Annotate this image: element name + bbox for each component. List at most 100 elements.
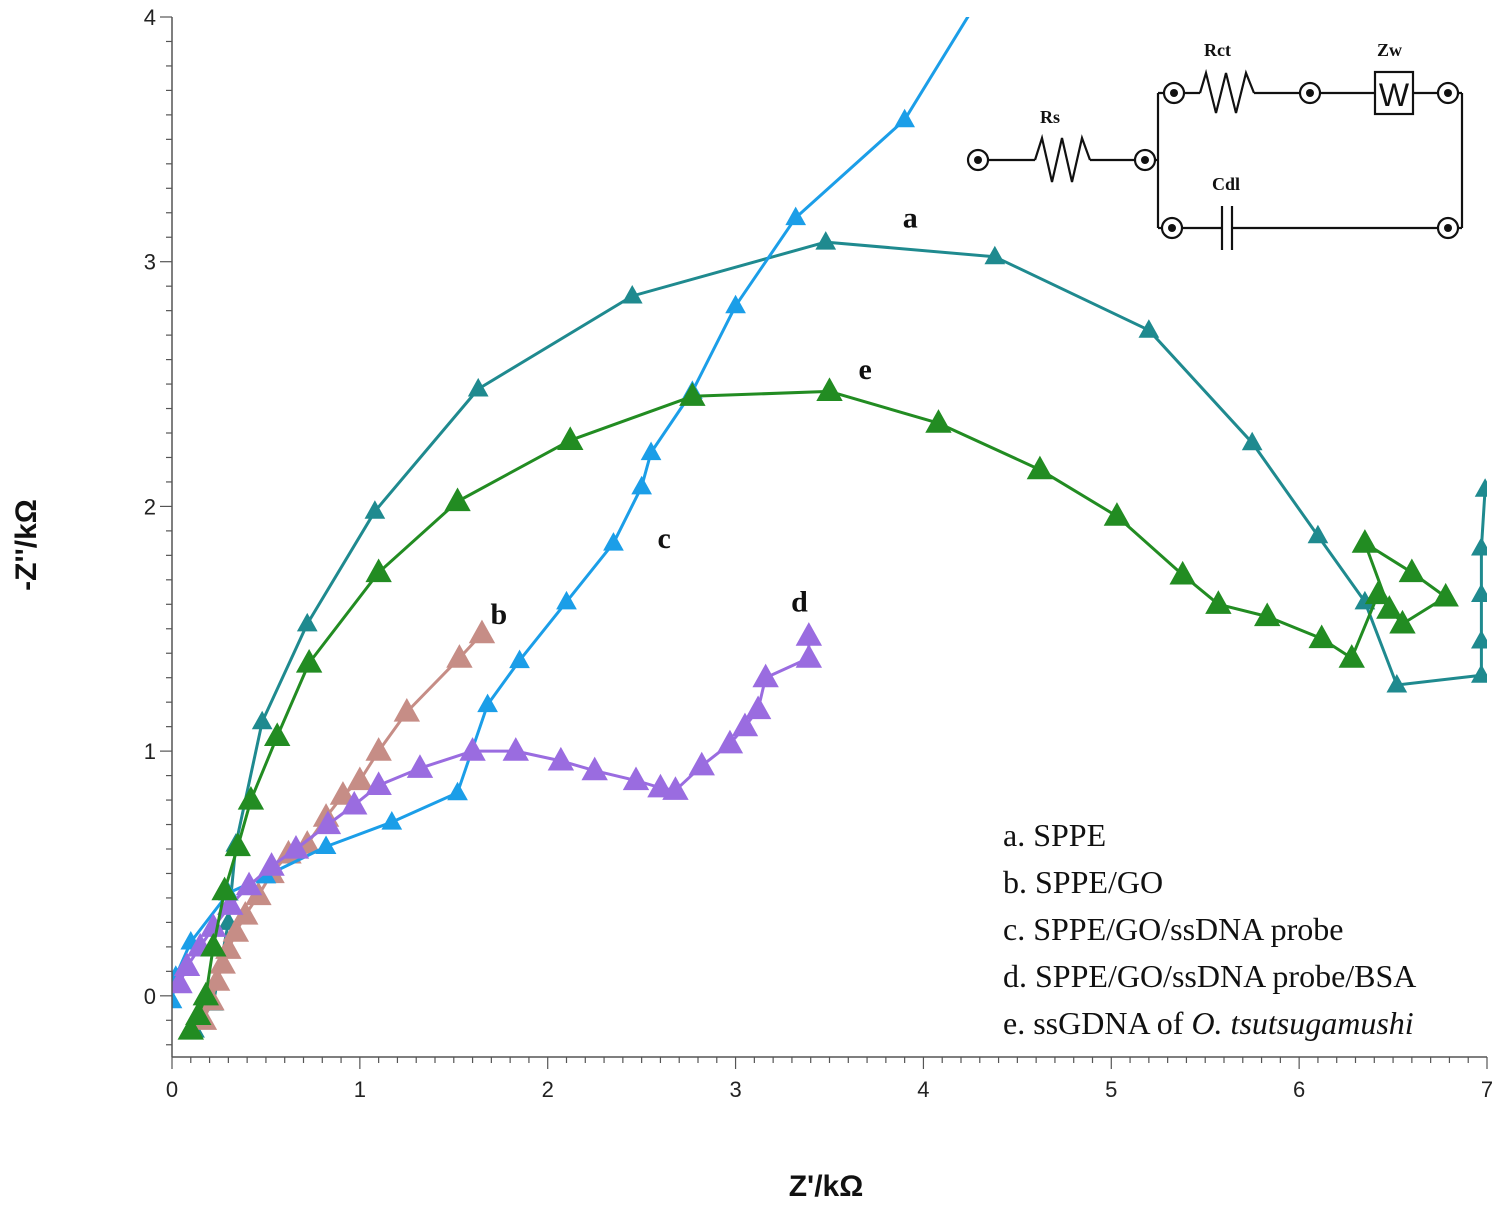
series-d-point <box>172 969 193 994</box>
series-d-point <box>459 737 486 761</box>
series-e-point <box>295 648 323 673</box>
legend-entry: b. SPPE/GO <box>1003 864 1163 900</box>
series-e-point <box>1376 595 1403 619</box>
legend-entry-text: e. ssGDNA of <box>1003 1005 1191 1041</box>
series-e-point <box>263 722 291 747</box>
x-tick-label: 5 <box>1105 1077 1117 1102</box>
chart-legend: a. SPPE b. SPPE/GO c. SPPE/GO/ssDNA probe d… <box>1003 817 1416 1041</box>
series-d-point <box>716 729 744 754</box>
x-tick-label: 0 <box>166 1077 178 1102</box>
x-axis-title: Z'/kΩ <box>789 1170 864 1203</box>
x-tick-label: 7 <box>1481 1077 1493 1102</box>
x-tick-label: 4 <box>917 1077 929 1102</box>
series-e-point <box>444 487 471 512</box>
series-a-point <box>1474 478 1487 497</box>
series-d-point <box>217 891 244 915</box>
series-a-point <box>1386 674 1408 693</box>
series-b-point <box>446 644 473 668</box>
series-d-point <box>731 712 759 737</box>
series-d-point <box>688 751 715 776</box>
circuit-node-dot <box>1444 224 1452 232</box>
y-tick-label: 3 <box>144 250 156 275</box>
series-e-point <box>816 377 843 401</box>
series-e-point <box>1432 582 1459 607</box>
series-e-point <box>200 932 227 957</box>
equivalent-circuit: Rs Rct Zw Cdl W <box>966 40 1464 250</box>
curve-label-e: e <box>859 353 872 386</box>
series-a-point <box>296 612 318 632</box>
legend-entry-text: b. SPPE/GO <box>1003 864 1163 900</box>
series-b-point <box>209 949 236 974</box>
circuit-node-dot <box>1170 89 1178 97</box>
series-e-point <box>1254 602 1281 627</box>
legend-entry: c. SPPE/GO/ssDNA probe <box>1003 911 1343 947</box>
curve-label-d: d <box>791 586 808 619</box>
series-d-point <box>795 644 823 668</box>
series-d-point <box>502 737 529 761</box>
series-a-point <box>1471 629 1487 649</box>
rs-resistor <box>1033 133 1092 183</box>
series-e-point <box>1338 644 1365 668</box>
series-d-point <box>752 663 779 688</box>
series-d-point <box>581 756 608 781</box>
series-d-line <box>178 636 811 985</box>
legend-entry: a. SPPE <box>1003 817 1106 853</box>
x-tick-label: 1 <box>354 1077 366 1102</box>
series-b-point <box>329 781 357 805</box>
series-d-point <box>622 766 650 791</box>
series-a-point <box>1241 431 1263 451</box>
series-a-point <box>1471 536 1487 556</box>
series-a-line <box>193 240 1487 1031</box>
series-c-point <box>381 811 403 830</box>
series-e-point <box>1398 558 1426 583</box>
series-a-point <box>1471 664 1487 683</box>
y-tick-label: 2 <box>144 494 156 519</box>
series-d-point <box>341 790 368 815</box>
series-c-point <box>725 294 746 314</box>
y-tick-label: 0 <box>144 984 156 1009</box>
series-d-point <box>547 746 575 771</box>
x-tick-label: 2 <box>542 1077 554 1102</box>
series-a-point <box>251 710 273 730</box>
series-d-point <box>314 810 342 835</box>
series-e-point <box>1169 560 1196 585</box>
curve-label-c: c <box>658 522 671 555</box>
series-c-point <box>477 693 498 713</box>
rct-label: Rct <box>1204 40 1231 60</box>
circuit-node-dots <box>974 89 1452 232</box>
legend-entry-italic-text: O. tsutsugamushi <box>1191 1005 1413 1041</box>
series-e <box>177 377 1459 1040</box>
series-d-point <box>647 773 674 798</box>
series-e-point <box>1026 455 1054 480</box>
series-c-point <box>631 475 652 495</box>
x-tick-label: 3 <box>729 1077 741 1102</box>
series-c-point <box>556 590 577 610</box>
series-e-point <box>1351 529 1379 553</box>
series-e-point <box>365 558 392 583</box>
series-d-point <box>282 834 310 859</box>
series-e-point <box>679 382 706 406</box>
y-tick-label: 4 <box>144 5 156 30</box>
series-c-point <box>603 532 624 551</box>
series-d-point <box>173 952 201 977</box>
series-e-point <box>192 981 220 1006</box>
series-c-point <box>447 781 468 801</box>
series-a-point <box>467 377 489 397</box>
series-d-point <box>744 695 772 720</box>
series-d-point <box>662 776 689 800</box>
series-b-point <box>365 737 392 761</box>
series-c-point <box>970 0 989 4</box>
circuit-node-dot <box>1306 89 1314 97</box>
y-tick-label: 1 <box>144 739 156 764</box>
warburg-symbol: W <box>1379 77 1410 113</box>
rct-resistor <box>1198 68 1256 114</box>
series-a-point <box>984 245 1006 265</box>
series-b <box>190 619 496 1030</box>
curve-label-b: b <box>491 598 508 631</box>
series-d-point <box>795 622 823 646</box>
series-a-point <box>364 500 386 519</box>
circuit-node-dot <box>1141 156 1149 164</box>
series-e-point <box>1308 624 1335 649</box>
series-e-point <box>1205 590 1232 614</box>
